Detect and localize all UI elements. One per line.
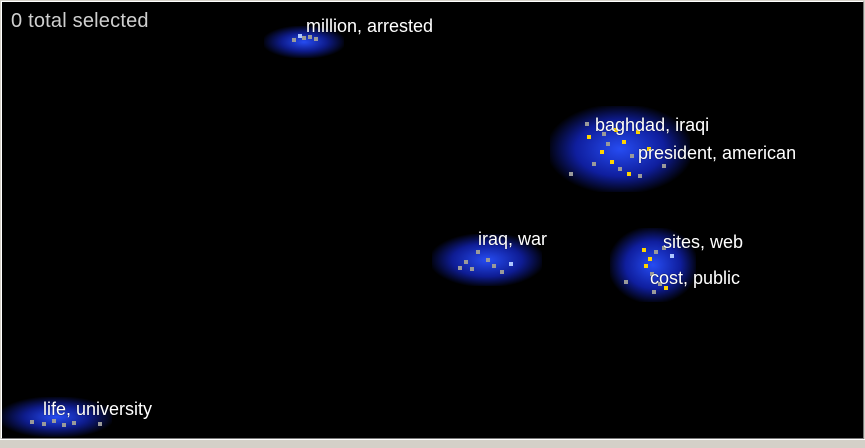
document-point[interactable] [636, 130, 640, 134]
document-point[interactable] [42, 422, 46, 426]
document-point[interactable] [650, 272, 654, 276]
document-point[interactable] [30, 420, 34, 424]
document-point[interactable] [302, 36, 306, 40]
document-point[interactable] [647, 147, 651, 151]
document-point[interactable] [509, 262, 513, 266]
cluster-label-cost-public[interactable]: cost, public [650, 268, 741, 288]
document-point[interactable] [62, 423, 66, 427]
document-point[interactable] [618, 167, 622, 171]
document-point[interactable] [624, 280, 628, 284]
cluster-label-baghdad-iraqi[interactable]: baghdad, iraqi [595, 115, 710, 135]
document-point[interactable] [72, 421, 76, 425]
document-point[interactable] [654, 250, 658, 254]
document-point[interactable] [652, 290, 656, 294]
document-point[interactable] [627, 172, 631, 176]
selection-count: 0 total selected [11, 10, 149, 32]
document-point[interactable] [610, 160, 614, 164]
document-point[interactable] [98, 422, 102, 426]
document-point[interactable] [464, 260, 468, 264]
document-point[interactable] [587, 135, 591, 139]
document-point[interactable] [585, 122, 589, 126]
document-point[interactable] [602, 132, 606, 136]
cluster-label-sites-web[interactable]: sites, web [663, 232, 744, 252]
document-point[interactable] [298, 34, 302, 38]
document-point[interactable] [470, 267, 474, 271]
document-point[interactable] [606, 142, 610, 146]
document-point[interactable] [308, 35, 312, 39]
document-point[interactable] [614, 128, 618, 132]
document-point[interactable] [664, 286, 668, 290]
document-point[interactable] [476, 250, 480, 254]
document-point[interactable] [648, 257, 652, 261]
document-point[interactable] [492, 264, 496, 268]
document-point[interactable] [638, 174, 642, 178]
cluster-label-life-university[interactable]: life, university [43, 399, 153, 419]
cluster-label-president-american[interactable]: president, american [638, 143, 797, 163]
cluster-map-canvas[interactable]: 0 total selected million, arrested baghd… [1, 1, 864, 439]
document-point[interactable] [642, 248, 646, 252]
document-point[interactable] [662, 164, 666, 168]
document-point[interactable] [458, 266, 462, 270]
document-point[interactable] [622, 140, 626, 144]
cluster-label-million-arrested[interactable]: million, arrested [306, 16, 434, 36]
document-point[interactable] [592, 162, 596, 166]
status-bar [0, 439, 865, 448]
cluster-label-iraq-war[interactable]: iraq, war [478, 229, 548, 249]
document-point[interactable] [670, 254, 674, 258]
document-point[interactable] [500, 270, 504, 274]
document-point[interactable] [486, 258, 490, 262]
document-point[interactable] [292, 38, 296, 42]
document-point[interactable] [658, 282, 662, 286]
document-point[interactable] [569, 172, 573, 176]
document-point[interactable] [662, 246, 666, 250]
document-point[interactable] [630, 154, 634, 158]
document-point[interactable] [600, 150, 604, 154]
document-point[interactable] [314, 37, 318, 41]
document-point[interactable] [52, 419, 56, 423]
document-point[interactable] [644, 264, 648, 268]
